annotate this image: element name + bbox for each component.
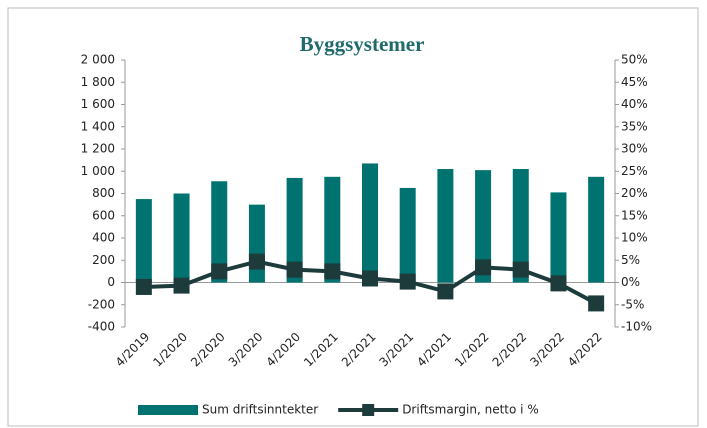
bar: [135, 199, 152, 283]
y-tick-label: 600: [92, 208, 115, 222]
bar: [512, 169, 529, 283]
y2-tick-label: -5%: [621, 297, 644, 311]
marker: [362, 270, 378, 287]
bar: [475, 170, 492, 283]
marker: [173, 277, 190, 294]
y2-tick-label: 25%: [621, 164, 648, 178]
bar: [286, 177, 303, 283]
y2-tick-label: 50%: [621, 53, 648, 67]
y-tick-label: 200: [92, 253, 115, 267]
y2-tick-label: 0%: [621, 275, 640, 289]
marker: [475, 259, 492, 276]
marker: [437, 283, 454, 300]
legend-marker: [362, 404, 375, 416]
bar: [588, 176, 605, 283]
y-tick-label: 1 600: [81, 97, 115, 111]
marker: [135, 278, 152, 295]
marker: [248, 253, 265, 270]
bar: [437, 169, 454, 283]
legend-label: Driftsmargin, netto i %: [402, 403, 539, 417]
bar: [248, 204, 265, 283]
y2-tick-label: 40%: [621, 97, 648, 111]
y-tick-label: 1 200: [81, 142, 115, 156]
y2-tick-label: 20%: [621, 186, 648, 200]
chart-frame: [7, 7, 699, 427]
bar: [550, 192, 567, 283]
bar: [173, 193, 190, 283]
y-tick-label: -200: [88, 297, 115, 311]
marker: [399, 273, 416, 290]
bar: [399, 187, 416, 283]
legend-swatch: [138, 405, 198, 415]
marker: [324, 263, 341, 280]
legend-label: Sum driftsinntekter: [202, 403, 318, 417]
y2-tick-label: 45%: [621, 75, 648, 89]
y-tick-label: 1 800: [81, 75, 115, 89]
y2-tick-label: 5%: [621, 253, 640, 267]
y-tick-label: 1 400: [81, 119, 115, 133]
y-tick-label: 400: [92, 231, 115, 245]
y2-tick-label: -10%: [621, 320, 652, 334]
y2-tick-label: 10%: [621, 231, 648, 245]
bar: [211, 181, 228, 283]
y2-tick-label: 30%: [621, 142, 648, 156]
y-tick-label: 0: [107, 275, 115, 289]
y-tick-label: 2 000: [81, 53, 115, 67]
chart-title: Byggsystemer: [300, 32, 425, 56]
y-tick-label: 800: [92, 186, 115, 200]
bar: [362, 163, 378, 283]
y-tick-label: 1 000: [81, 164, 115, 178]
y-tick-label: -400: [88, 320, 115, 334]
y2-tick-label: 15%: [621, 208, 648, 222]
y2-tick-label: 35%: [621, 119, 648, 133]
marker: [512, 261, 529, 278]
bar: [324, 176, 341, 283]
marker: [211, 263, 228, 280]
marker: [588, 295, 605, 312]
marker: [286, 261, 303, 278]
marker: [550, 275, 567, 292]
